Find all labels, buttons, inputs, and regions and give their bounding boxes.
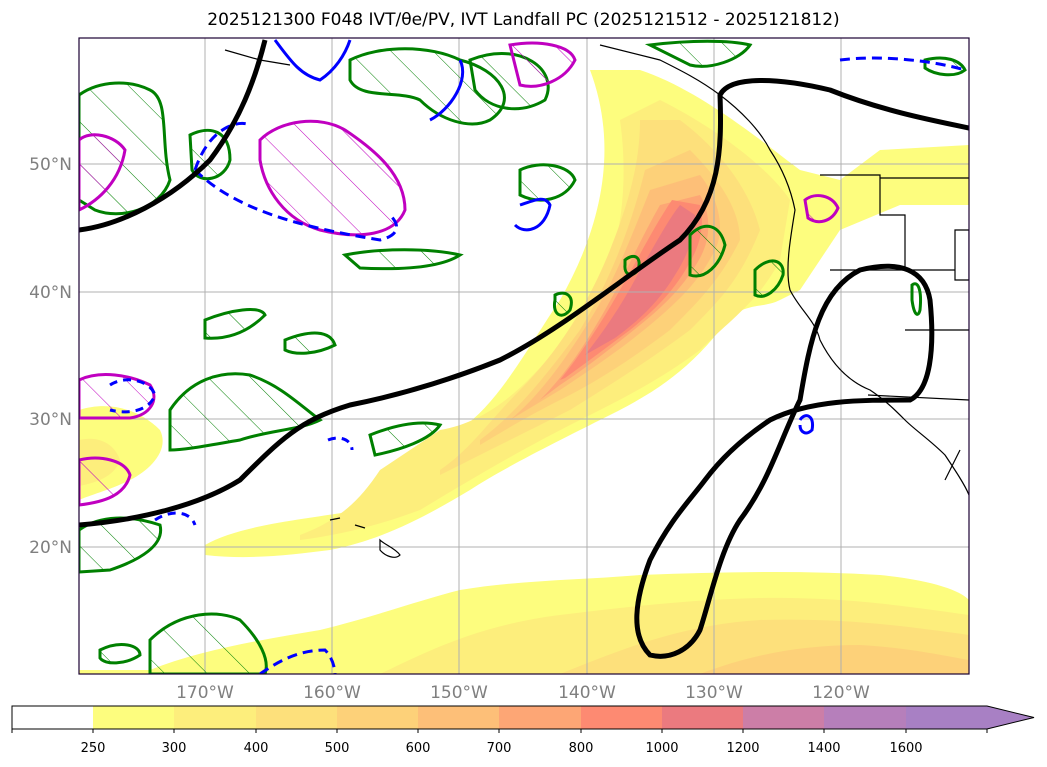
colorbar-segment-600 [418,706,499,729]
colorbar-tick-label: 300 [162,741,187,756]
colorbar-tick-label: 400 [244,741,269,756]
colorbar: 250 300 400 500 600 700 800 1000 1200 14… [11,705,1035,756]
colorbar-tick-label: 600 [406,741,431,756]
map-frame [78,37,970,675]
colorbar-segment-1400 [824,706,906,729]
colorbar-segment-400 [256,706,337,729]
colorbar-tick-label: 250 [81,741,106,756]
colorbar-tick-label: 500 [325,741,350,756]
colorbar-segment-700 [499,706,581,729]
colorbar-extend-arrow [987,706,1034,729]
lat-label-20: 20°N [29,538,72,558]
pv-negative-contours [109,39,966,674]
lon-label-130w: 130°W [685,683,743,703]
pv-positive-contours [79,41,840,507]
colorbar-tick-label: 1600 [889,741,922,756]
colorbar-segment-1600 [906,706,987,729]
colorbar-tick-label: 1000 [645,741,678,756]
colorbar-outline [11,705,1035,730]
lat-label-40: 40°N [29,283,72,303]
colorbar-segment-below-250 [12,706,93,729]
lon-label-170w: 170°W [176,683,234,703]
lon-label-120w: 120°W [812,683,870,703]
coastlines [224,44,969,558]
colorbar-segment-1000 [662,706,743,729]
colorbar-segment-1200 [743,706,824,729]
lon-label-160w: 160°W [303,683,361,703]
colorbar-tick-label: 1400 [807,741,840,756]
colorbar-segment-500 [337,706,418,729]
pc-contour [79,39,969,659]
lat-label-50: 50°N [29,155,72,175]
colorbar-segment-800 [581,706,662,729]
lat-axis-labels: 50°N 40°N 30°N 20°N [29,155,72,558]
lon-label-150w: 150°W [430,683,488,703]
lon-axis-labels: 170°W 160°W 150°W 140°W 130°W 120°W [176,683,870,703]
map-title: 2025121300 F048 IVT/θe/PV, IVT Landfall … [207,10,840,30]
lat-label-30: 30°N [29,410,72,430]
colorbar-segment-250 [93,706,174,729]
colorbar-tick-label: 1200 [726,741,759,756]
lon-label-140w: 140°W [558,683,616,703]
colorbar-tick-label: 700 [487,741,512,756]
colorbar-segment-300 [174,706,256,729]
colorbar-tick-label: 800 [569,741,594,756]
